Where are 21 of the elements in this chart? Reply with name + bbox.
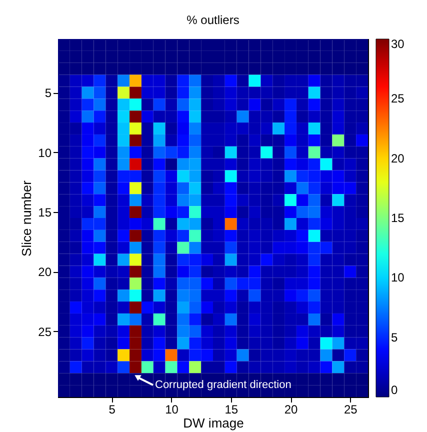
x-tick-label: 5 [108, 402, 116, 416]
color-bar-label: 20 [391, 151, 405, 166]
color-bar-label: 25 [391, 92, 405, 106]
y-tick-label: 25 [38, 324, 52, 339]
color-bar-label: 30 [391, 37, 405, 51]
y-axis-title: Slice number [19, 180, 34, 256]
x-tick-label: 10 [165, 402, 179, 416]
annotation: Corrupted gradient direction [155, 379, 292, 391]
y-tick-label: 20 [38, 265, 52, 280]
color-bar-label: 15 [391, 211, 405, 225]
x-tick-label: 25 [344, 402, 358, 416]
color-bar-label: 5 [391, 330, 398, 344]
x-axis-title: DW image [183, 416, 244, 430]
y-tick-label: 15 [38, 206, 52, 220]
x-tick-label: 20 [284, 402, 298, 416]
y-tick-label: 10 [38, 146, 52, 160]
x-tick-label: 15 [224, 402, 238, 416]
chart-title: % outliers [186, 13, 240, 27]
y-tick-label: 5 [44, 86, 52, 100]
color-bar-label: 10 [391, 270, 405, 285]
color-bar-label: 0 [391, 383, 398, 397]
